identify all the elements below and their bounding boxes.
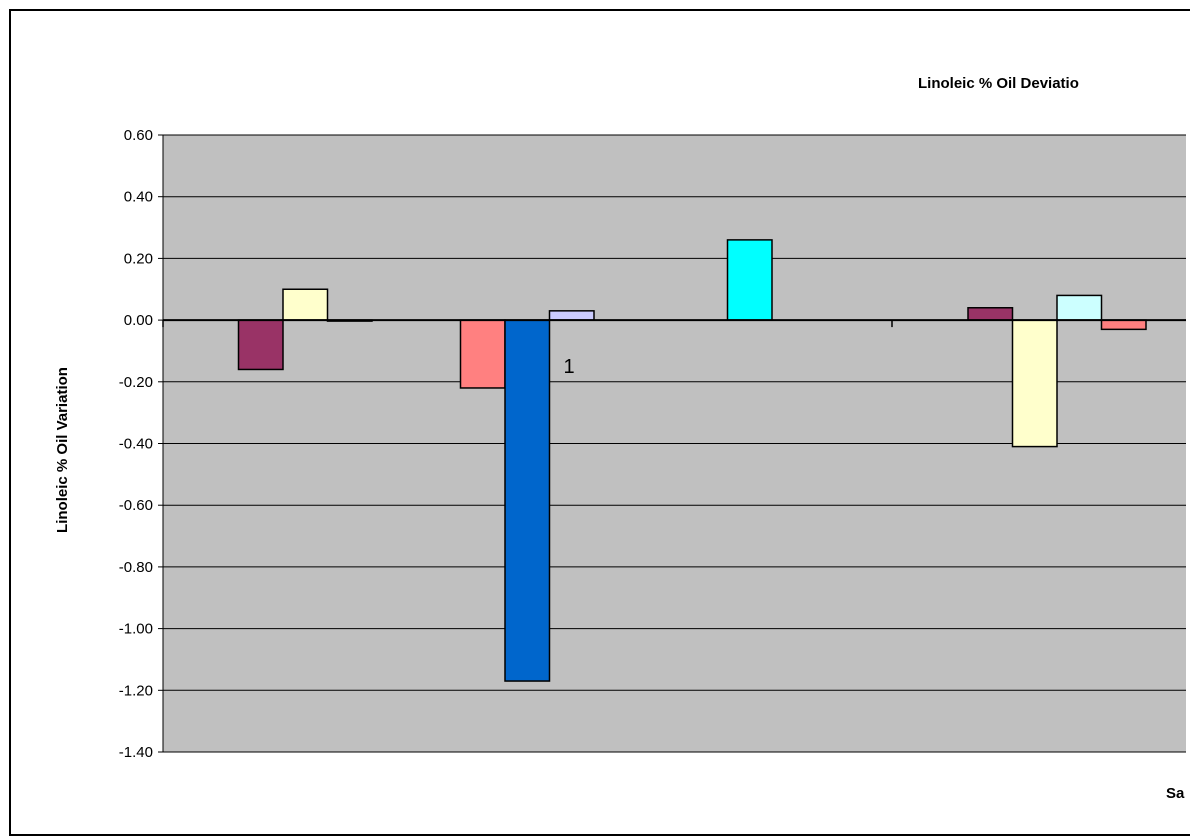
bar [237, 319, 284, 371]
y-tick-label: 0.00 [124, 312, 153, 329]
bar [459, 319, 506, 389]
bar [967, 307, 1014, 321]
bar [1011, 319, 1058, 448]
y-tick-label: -0.60 [119, 497, 153, 514]
bar [548, 310, 595, 321]
bar [726, 239, 773, 321]
y-tick-label: -0.40 [119, 436, 153, 453]
y-tick-label: 0.40 [124, 189, 153, 206]
bar [504, 319, 551, 682]
chart-title: Linoleic % Oil Deviatio [918, 75, 1079, 92]
plot-area: 0.60 0.40 0.20 0.00 -0.20 -0.40 -0.60 -0.80 -1.0… [119, 127, 1186, 761]
bar [1100, 319, 1147, 331]
bar [1056, 294, 1103, 321]
y-tick-label: -0.80 [119, 559, 153, 576]
x-axis-title: Sa [1166, 785, 1185, 802]
bar [282, 288, 329, 321]
y-tick-label: -0.20 [119, 374, 153, 391]
data-label: 1 [564, 356, 575, 378]
y-tick-label: 0.20 [124, 250, 153, 267]
y-tick-label: -1.40 [119, 744, 153, 761]
y-axis-title: Linoleic % Oil Variation [54, 367, 71, 533]
y-tick-label: -1.20 [119, 682, 153, 699]
y-tick-label: -1.00 [119, 621, 153, 638]
y-tick-label: 0.60 [124, 127, 153, 144]
